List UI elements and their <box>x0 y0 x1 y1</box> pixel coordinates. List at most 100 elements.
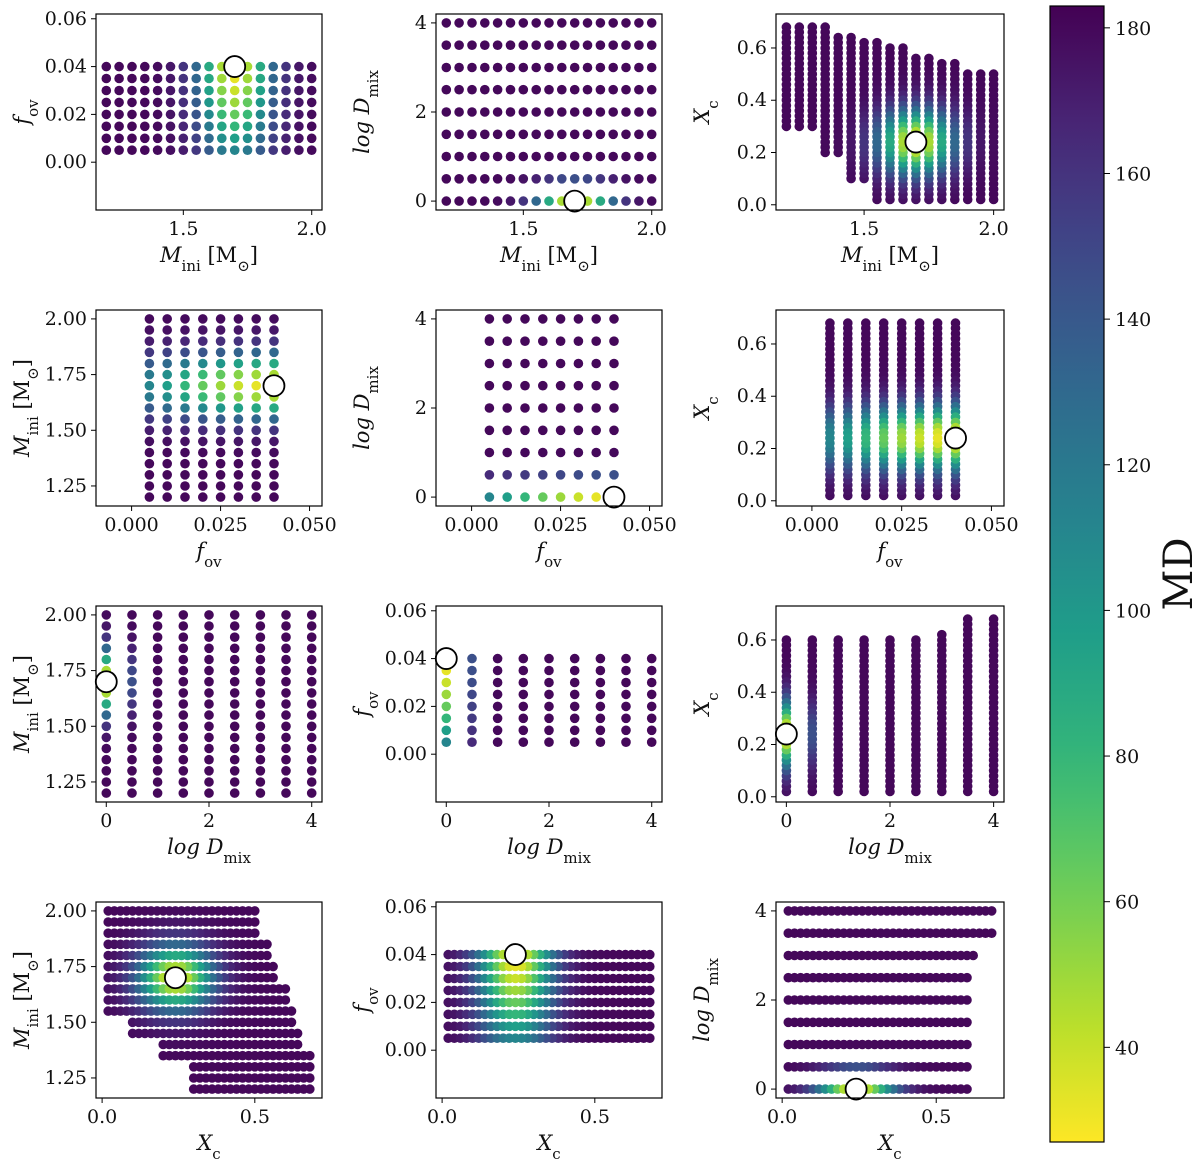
data-point <box>281 97 291 108</box>
x-tick-label: 2 <box>884 810 896 832</box>
scatter-points <box>825 318 961 501</box>
data-point <box>484 492 495 502</box>
data-point <box>144 336 155 347</box>
data-point <box>191 61 201 72</box>
panel-D-vs-X: 0 2 4 0.0 0.2 0.4 0.6 log Dmix Xc <box>690 605 1005 867</box>
data-point <box>609 358 619 369</box>
data-point <box>480 174 490 184</box>
data-point <box>269 447 279 458</box>
data-point <box>251 447 261 458</box>
data-point <box>180 369 190 380</box>
panel-background <box>436 310 662 506</box>
data-point <box>198 314 208 324</box>
data-point <box>215 492 226 502</box>
data-point <box>950 137 960 147</box>
data-point <box>162 314 172 324</box>
data-point <box>127 61 137 72</box>
data-point <box>531 18 541 28</box>
data-point <box>251 325 261 335</box>
data-point <box>152 621 163 631</box>
y-tick-label: 2.00 <box>45 900 87 922</box>
data-point <box>162 447 172 458</box>
data-point <box>441 129 452 140</box>
data-point <box>294 121 304 132</box>
data-point <box>544 84 554 95</box>
y-axis-label: Mini [M⊙] <box>10 359 42 458</box>
data-point <box>180 447 190 458</box>
scatter-points <box>144 314 279 502</box>
data-point <box>505 151 516 162</box>
data-point <box>646 62 657 73</box>
data-point <box>634 196 644 206</box>
axes-frame <box>95 13 323 211</box>
data-point <box>255 777 266 787</box>
data-point <box>591 470 601 480</box>
data-point <box>229 85 240 96</box>
best-fit-marker <box>563 189 587 213</box>
data-point <box>198 436 208 447</box>
data-point <box>198 470 208 480</box>
data-point <box>204 145 214 155</box>
data-point <box>531 196 541 206</box>
data-point <box>101 73 112 84</box>
data-point <box>608 84 618 95</box>
data-point <box>595 40 606 50</box>
data-point <box>569 665 580 676</box>
data-point <box>101 766 112 776</box>
data-point <box>269 325 279 335</box>
data-point <box>229 710 240 720</box>
data-point <box>127 145 137 155</box>
data-point <box>180 380 190 391</box>
data-point <box>569 737 580 747</box>
data-point <box>518 737 529 747</box>
data-point <box>544 40 554 50</box>
y-tick-label: 0.02 <box>45 103 87 125</box>
data-point <box>178 621 189 631</box>
data-point <box>178 777 189 787</box>
y-tick-label: 0.06 <box>385 896 427 918</box>
data-point <box>441 701 452 712</box>
data-point <box>646 18 657 28</box>
data-point <box>454 151 464 162</box>
data-point <box>502 447 512 458</box>
data-point <box>544 713 554 724</box>
data-point <box>144 481 155 491</box>
data-point <box>538 358 548 369</box>
data-point <box>634 62 644 73</box>
x-tick-label: 2 <box>203 810 215 832</box>
data-point <box>859 729 869 739</box>
data-point <box>281 665 291 676</box>
data-point <box>621 196 631 206</box>
data-point <box>454 129 464 140</box>
data-point <box>281 121 291 132</box>
data-point <box>191 133 201 144</box>
panel-D-vs-f: 0 2 4 0.00 0.02 0.04 0.06 log Dmix fov <box>350 600 663 867</box>
data-point <box>531 84 541 95</box>
data-point <box>127 777 137 787</box>
x-tick-label: 0 <box>100 810 112 832</box>
data-point <box>268 121 279 132</box>
data-point <box>144 470 155 480</box>
data-point <box>962 614 973 624</box>
data-point <box>180 392 190 402</box>
data-point <box>544 653 554 664</box>
data-point <box>595 62 606 73</box>
data-point <box>591 447 601 458</box>
data-point <box>492 665 503 676</box>
y-tick-label: 0.4 <box>737 89 767 111</box>
panel-X-vs-D: 0.0 0.5 0 2 4 Xc log Dmix <box>690 900 1005 1163</box>
scatter-points <box>101 61 317 155</box>
data-point <box>101 754 112 765</box>
y-tick-label: 0.6 <box>737 333 767 355</box>
data-point <box>833 137 843 147</box>
data-point <box>191 73 201 84</box>
data-point <box>140 97 150 108</box>
data-point <box>198 392 208 402</box>
data-point <box>255 61 266 72</box>
data-point <box>178 665 189 676</box>
data-point <box>188 1073 199 1083</box>
data-point <box>152 788 163 798</box>
data-point <box>281 632 291 642</box>
data-point <box>609 447 619 458</box>
data-point <box>557 62 567 73</box>
